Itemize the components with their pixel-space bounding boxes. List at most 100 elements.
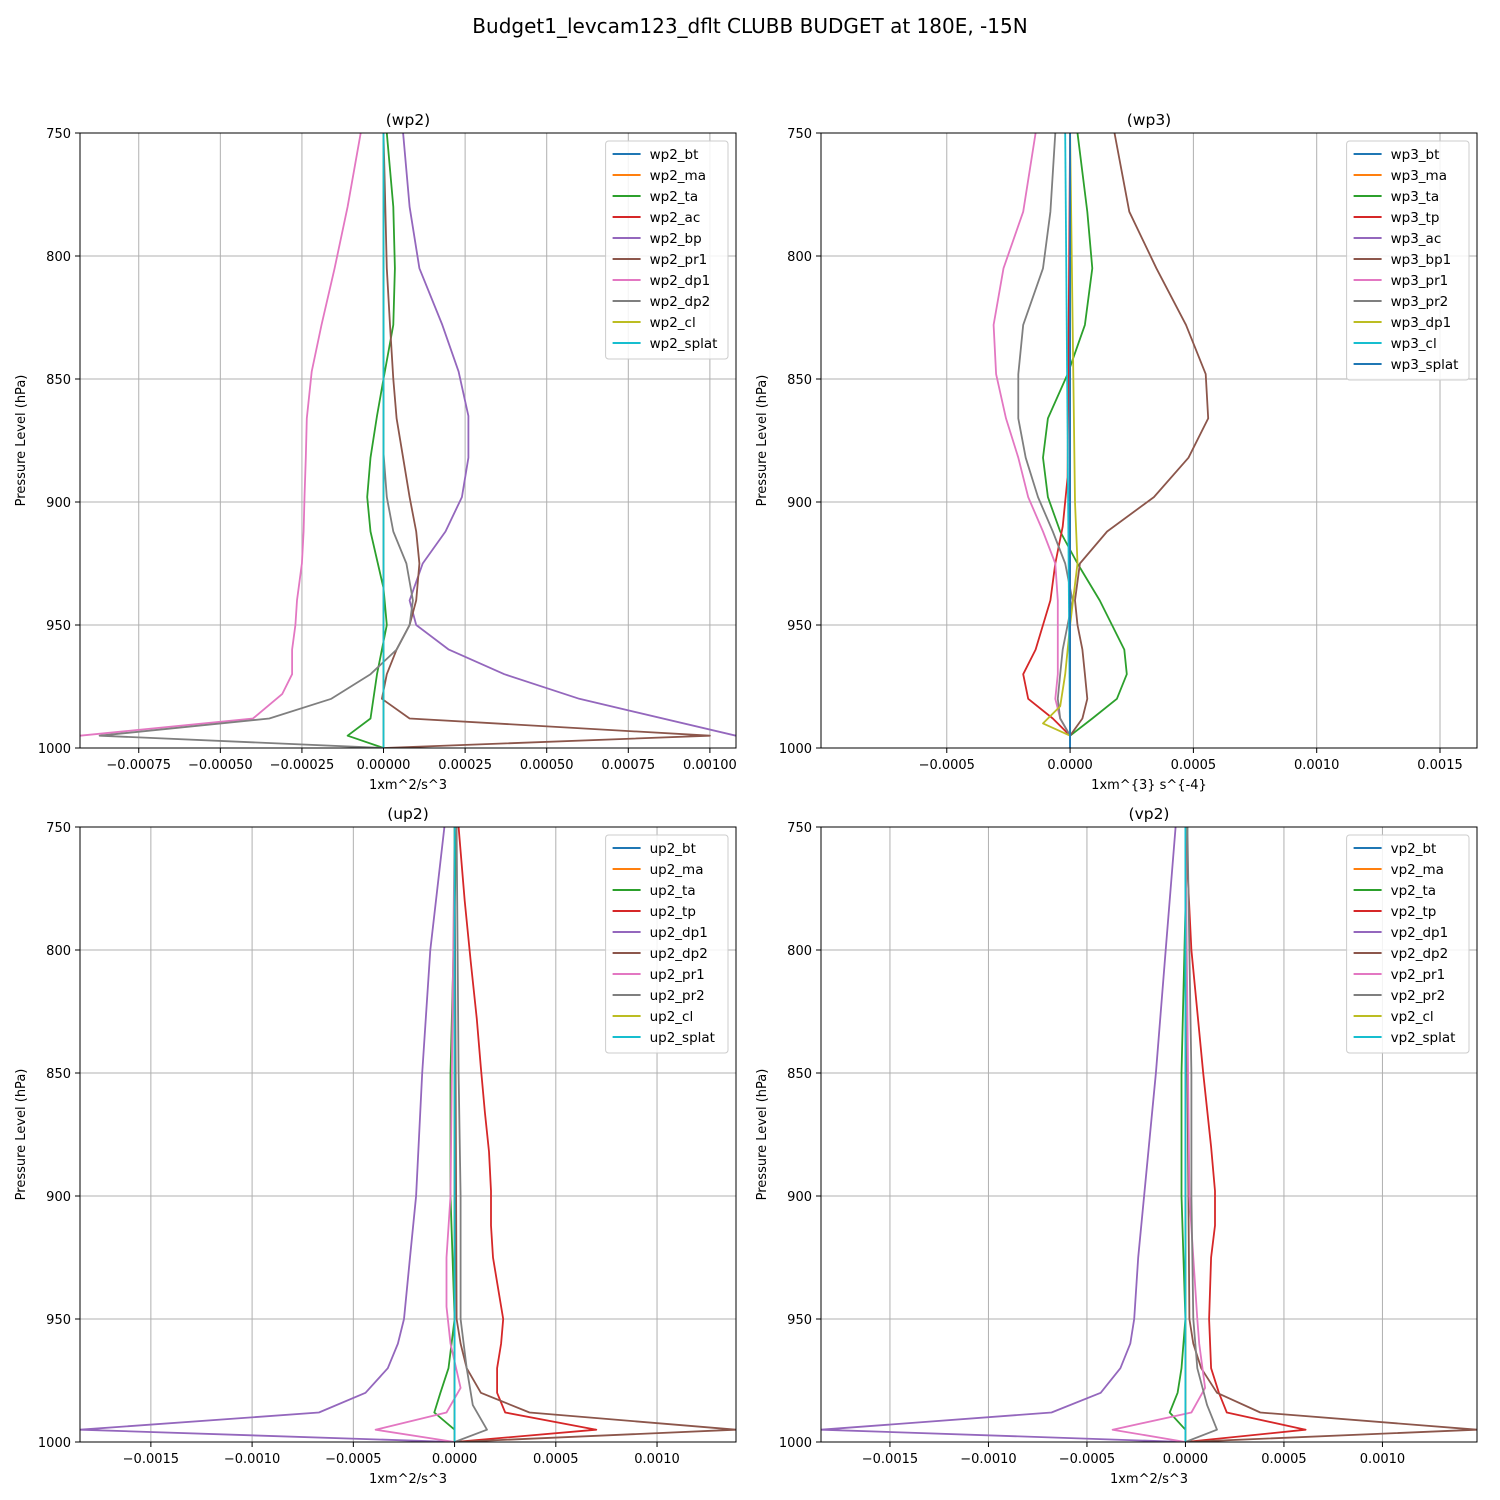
legend-entry-wp2_pr1: wp2_pr1 bbox=[650, 252, 708, 268]
series-line-wp3_bp1 bbox=[1069, 133, 1210, 737]
series-line-up2_dp1 bbox=[80, 827, 455, 1442]
figure-title: Budget1_levcam123_dflt CLUBB BUDGET at 1… bbox=[472, 14, 1028, 38]
series-line-wp2_dp2 bbox=[98, 133, 414, 748]
y-tick-label: 800 bbox=[46, 944, 71, 959]
series-line-up2_dp2 bbox=[453, 827, 736, 1442]
legend-entry-vp2_ma: vp2_ma bbox=[1391, 862, 1444, 878]
series-line-vp2_pr2 bbox=[1185, 827, 1218, 1442]
y-tick-label: 750 bbox=[46, 821, 71, 836]
y-tick-label: 850 bbox=[787, 1067, 812, 1082]
series-line-wp3_ta bbox=[1042, 133, 1128, 737]
legend-entry-up2_pr1: up2_pr1 bbox=[650, 967, 705, 983]
x-axis-label: 1xm^{3} s^{-4} bbox=[1091, 778, 1207, 793]
series-line-wp2_pr1 bbox=[380, 133, 711, 748]
legend-entry-wp3_ta: wp3_ta bbox=[1391, 189, 1440, 205]
series-line-wp2_dp1 bbox=[80, 133, 362, 737]
y-axis-label: Pressure Level (hPa) bbox=[755, 1069, 770, 1201]
legend-entry-up2_cl: up2_cl bbox=[650, 1009, 694, 1025]
x-tick-label: 0.0015 bbox=[1417, 758, 1463, 773]
series-line-vp2_ta bbox=[1168, 827, 1189, 1431]
y-tick-label: 1000 bbox=[779, 742, 812, 757]
x-tick-label: −0.0005 bbox=[325, 1452, 381, 1467]
x-tick-label: −0.0015 bbox=[123, 1452, 179, 1467]
axes-frame bbox=[79, 132, 737, 749]
x-tick-label: 0.0005 bbox=[533, 1452, 579, 1467]
legend-entry-wp2_dp1: wp2_dp1 bbox=[650, 273, 711, 289]
series-line-up2_tp bbox=[454, 827, 598, 1442]
y-tick-label: 850 bbox=[46, 373, 71, 388]
chart-panel-2: −0.0005 0.0000 0.0005 0.0010 0.0015 750 800 850… bbox=[755, 111, 1478, 793]
series-line-vp2_dp2 bbox=[1184, 827, 1477, 1442]
x-tick-label: −0.00025 bbox=[270, 758, 335, 773]
legend-entry-wp2_ac: wp2_ac bbox=[650, 210, 701, 226]
series-line-wp2_bp bbox=[402, 133, 736, 737]
legend-entry-wp2_dp2: wp2_dp2 bbox=[650, 294, 711, 310]
x-tick-label: 0.0000 bbox=[1047, 758, 1093, 773]
legend-entry-up2_dp2: up2_dp2 bbox=[650, 946, 708, 962]
legend-entry-vp2_splat: vp2_splat bbox=[1391, 1030, 1456, 1046]
legend-entry-up2_tp: up2_tp bbox=[650, 904, 696, 920]
y-tick-label: 900 bbox=[787, 496, 812, 511]
legend-entry-wp3_ac: wp3_ac bbox=[1391, 231, 1442, 247]
y-tick-label: 1000 bbox=[779, 1436, 812, 1451]
legend-entry-vp2_ta: vp2_ta bbox=[1391, 883, 1436, 899]
series-line-up2_pr1 bbox=[374, 827, 462, 1442]
legend-entry-wp3_bt: wp3_bt bbox=[1391, 147, 1440, 163]
series-line-wp3_dp1 bbox=[1042, 133, 1079, 737]
y-tick-label: 900 bbox=[46, 496, 71, 511]
legend: wp2_bt wp2_ma wp2_ta wp2_ac wp2_bp wp2_pr1 wp2… bbox=[605, 140, 729, 360]
legend-entry-wp3_cl: wp3_cl bbox=[1391, 336, 1437, 352]
legend-entry-up2_pr2: up2_pr2 bbox=[650, 988, 705, 1004]
x-tick-label: 0.0010 bbox=[634, 1452, 680, 1467]
chart-panel-3: −0.0015 −0.0010 −0.0005 0.0000 0.0005 0.0010 7… bbox=[14, 805, 737, 1487]
y-tick-label: 800 bbox=[787, 250, 812, 265]
y-tick-label: 1000 bbox=[38, 1436, 71, 1451]
legend-entry-wp3_pr2: wp3_pr2 bbox=[1391, 294, 1449, 310]
series-line-vp2_pr1 bbox=[1111, 827, 1206, 1442]
chart-panel-4: −0.0015 −0.0010 −0.0005 0.0000 0.0005 0.0010 7… bbox=[755, 805, 1478, 1487]
legend: up2_bt up2_ma up2_ta up2_tp up2_dp1 up2_dp2up… bbox=[605, 834, 729, 1054]
x-tick-label: −0.00050 bbox=[188, 758, 253, 773]
x-tick-label: −0.00075 bbox=[106, 758, 171, 773]
series-line-wp3_tp bbox=[1022, 133, 1071, 737]
legend: vp2_bt vp2_ma vp2_ta vp2_tp vp2_dp1 vp2_dp2vp… bbox=[1346, 834, 1470, 1054]
y-tick-label: 850 bbox=[46, 1067, 71, 1082]
panel-title: (wp2) bbox=[386, 111, 430, 129]
legend-entry-vp2_pr1: vp2_pr1 bbox=[1391, 967, 1446, 983]
legend-entry-vp2_dp1: vp2_dp1 bbox=[1391, 925, 1449, 941]
legend-entry-wp3_ma: wp3_ma bbox=[1391, 168, 1447, 184]
legend-entry-wp2_splat: wp2_splat bbox=[650, 336, 718, 352]
legend: wp3_bt wp3_ma wp3_ta wp3_tp wp3_ac wp3_bp1 wp3… bbox=[1346, 140, 1470, 381]
legend-entry-wp2_bt: wp2_bt bbox=[650, 147, 699, 163]
x-axis-label: 1xm^2/s^3 bbox=[1110, 1472, 1188, 1487]
y-tick-label: 950 bbox=[46, 1313, 71, 1328]
legend-entry-vp2_dp2: vp2_dp2 bbox=[1391, 946, 1449, 962]
series-line-up2_pr2 bbox=[454, 827, 488, 1442]
y-tick-label: 800 bbox=[46, 250, 71, 265]
y-tick-label: 1000 bbox=[38, 742, 71, 757]
chart-panel-1: −0.00075 −0.00050 −0.00025 0.00000 0.00025 0.… bbox=[14, 111, 737, 793]
x-tick-label: 0.00100 bbox=[683, 758, 737, 773]
x-tick-label: −0.0005 bbox=[919, 758, 975, 773]
x-tick-label: 0.0005 bbox=[1261, 1452, 1307, 1467]
y-tick-label: 800 bbox=[787, 944, 812, 959]
x-tick-label: 0.0010 bbox=[1294, 758, 1340, 773]
x-axis-label: 1xm^2/s^3 bbox=[369, 1472, 447, 1487]
panel-title: (wp3) bbox=[1127, 111, 1171, 129]
series-line-vp2_dp1 bbox=[821, 827, 1186, 1442]
series-line-vp2_tp bbox=[1184, 827, 1307, 1442]
legend-entry-wp3_dp1: wp3_dp1 bbox=[1391, 315, 1452, 331]
y-tick-label: 950 bbox=[787, 1313, 812, 1328]
axes-frame bbox=[79, 826, 737, 1443]
x-tick-label: 0.0010 bbox=[1360, 1452, 1406, 1467]
legend-entry-vp2_cl: vp2_cl bbox=[1391, 1009, 1434, 1025]
axes-frame bbox=[820, 826, 1478, 1443]
y-tick-label: 750 bbox=[46, 127, 71, 142]
legend-entry-wp3_pr1: wp3_pr1 bbox=[1391, 273, 1449, 289]
series-line-wp3_pr2 bbox=[1017, 133, 1074, 737]
y-tick-label: 750 bbox=[787, 821, 812, 836]
x-tick-label: 0.0005 bbox=[1171, 758, 1217, 773]
x-tick-label: −0.0005 bbox=[1059, 1452, 1115, 1467]
y-tick-label: 950 bbox=[787, 619, 812, 634]
